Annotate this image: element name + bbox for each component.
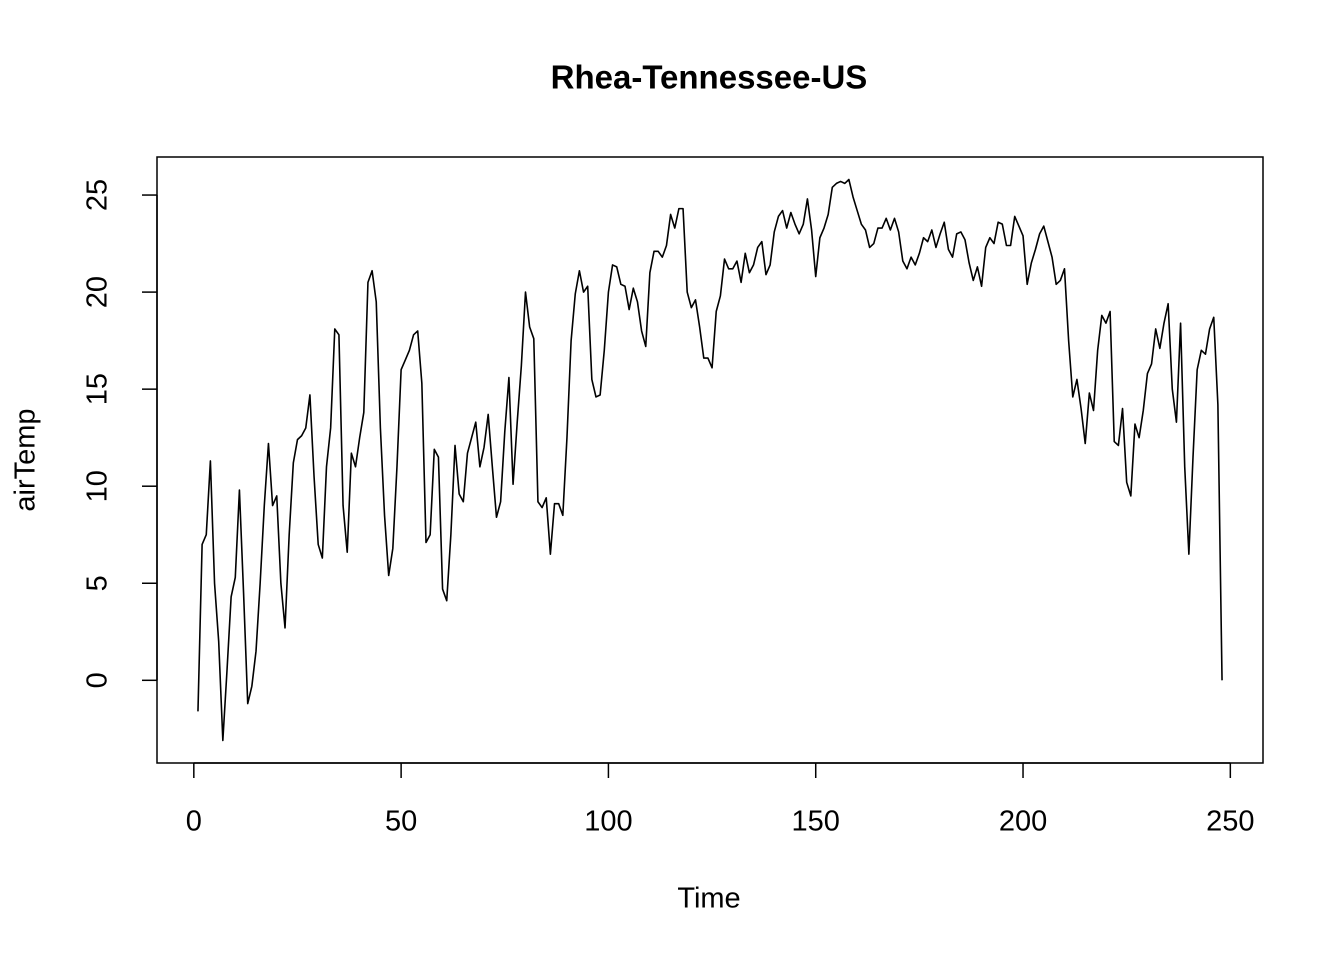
- x-tick-label: 100: [584, 806, 632, 838]
- x-tick-label: 50: [385, 806, 417, 838]
- y-tick-label: 0: [82, 672, 114, 688]
- y-tick-label: 20: [82, 276, 114, 308]
- data-line: [197, 178, 1223, 742]
- y-tick-label: 10: [82, 470, 114, 502]
- x-axis-label: Time: [677, 883, 740, 915]
- x-tick-label: 200: [999, 806, 1047, 838]
- x-tick-label: 0: [186, 806, 202, 838]
- x-tick-label: 250: [1206, 806, 1254, 838]
- x-tick-label: 150: [792, 806, 840, 838]
- y-tick-label: 5: [82, 575, 114, 591]
- y-tick-label: 25: [82, 179, 114, 211]
- chart-title: Rhea-Tennessee-US: [551, 59, 868, 96]
- y-axis-label: airTemp: [10, 408, 42, 511]
- y-tick-label: 15: [82, 373, 114, 405]
